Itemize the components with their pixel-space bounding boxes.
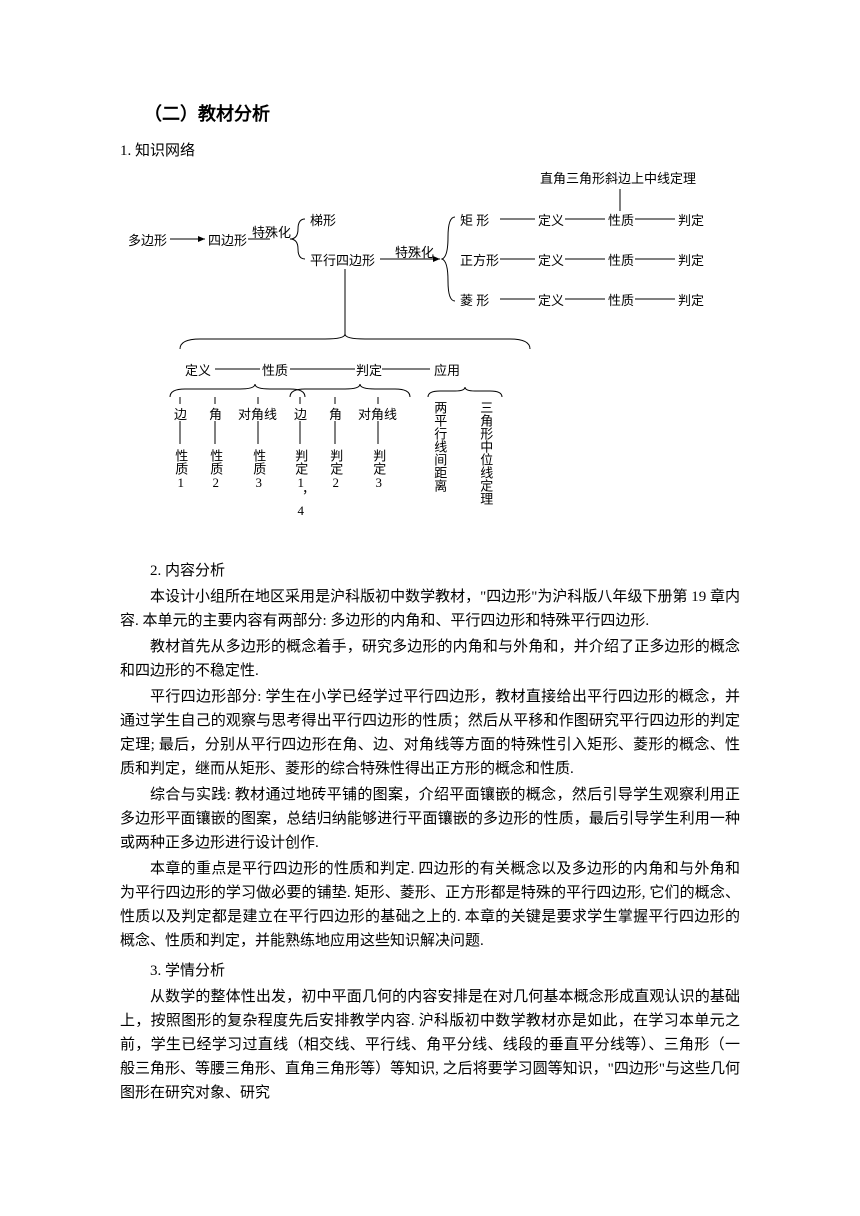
label-quad: 四边形 <box>208 231 247 252</box>
label-square: 正方形 <box>460 251 499 272</box>
label-top-note: 直角三角形斜边上中线定理 <box>540 169 696 190</box>
label-judge-2: 判定 <box>678 251 704 272</box>
label-leaf-prop2: 性质2 <box>208 449 222 490</box>
student-analysis-title: 3. 学情分析 <box>120 959 740 983</box>
label-b-app: 应用 <box>434 361 460 382</box>
knowledge-network-diagram: 直角三角形斜边上中线定理 多边形 四边形 特殊化 梯形 平行四边形 特殊化 矩 … <box>120 169 740 549</box>
paragraph: 教材首先从多边形的概念着手，研究多边形的内角和与外角和，并介绍了正多边形的概念和… <box>120 635 740 683</box>
label-leaf-prop3: 性质3 <box>251 449 265 490</box>
label-rhombus: 菱 形 <box>460 291 489 312</box>
label-prop-3: 性质 <box>608 291 634 312</box>
label-def-2: 定义 <box>538 251 564 272</box>
label-diag2: 对角线 <box>358 405 397 426</box>
label-b-def: 定义 <box>185 361 211 382</box>
section-heading: （二）教材分析 <box>120 100 740 129</box>
label-leaf-judge3: 判定3 <box>371 449 385 490</box>
label-special2: 特殊化 <box>395 243 434 264</box>
label-def-3: 定义 <box>538 291 564 312</box>
diagram-svg <box>120 169 740 549</box>
label-leaf-judge2: 判定2 <box>328 449 342 490</box>
label-angle1: 角 <box>209 405 222 426</box>
paragraph: 综合与实践: 教材通过地砖平铺的图案，介绍平面镶嵌的概念，然后引导学生观察利用正… <box>120 783 740 855</box>
paragraph: 从数学的整体性出发，初中平面几何的内容安排是在对几何基本概念形成直观认识的基础上… <box>120 985 740 1105</box>
label-leaf-twoparallel: 两平行线间距离 <box>432 401 446 492</box>
label-b-prop: 性质 <box>262 361 288 382</box>
content-analysis-title: 2. 内容分析 <box>120 559 740 583</box>
label-diag1: 对角线 <box>238 405 277 426</box>
paragraph: 本设计小组所在地区采用是沪科版初中数学教材，"四边形"为沪科版八年级下册第 19… <box>120 585 740 633</box>
label-edge2: 边 <box>294 405 307 426</box>
label-parallelogram: 平行四边形 <box>310 251 375 272</box>
label-judge-3: 判定 <box>678 291 704 312</box>
label-leaf-judge14: 判定1，4 <box>293 449 307 518</box>
knowledge-network-title: 1. 知识网络 <box>120 139 740 163</box>
label-rect: 矩 形 <box>460 211 489 232</box>
label-prop-1: 性质 <box>608 211 634 232</box>
label-edge1: 边 <box>174 405 187 426</box>
label-trapezoid: 梯形 <box>310 211 336 232</box>
label-judge-1: 判定 <box>678 211 704 232</box>
label-angle2: 角 <box>329 405 342 426</box>
paragraph: 本章的重点是平行四边形的性质和判定. 四边形的有关概念以及多边形的内角和与外角和… <box>120 857 740 953</box>
label-special1: 特殊化 <box>252 223 291 244</box>
paragraph: 平行四边形部分: 学生在小学已经学过平行四边形，教材直接给出平行四边形的概念，并… <box>120 685 740 781</box>
label-leaf-midtheorem: 三角形中位线定理 <box>478 401 492 505</box>
label-leaf-prop1: 性质1 <box>173 449 187 490</box>
label-prop-2: 性质 <box>608 251 634 272</box>
label-b-judge: 判定 <box>356 361 382 382</box>
label-polygon: 多边形 <box>128 231 167 252</box>
label-def-1: 定义 <box>538 211 564 232</box>
